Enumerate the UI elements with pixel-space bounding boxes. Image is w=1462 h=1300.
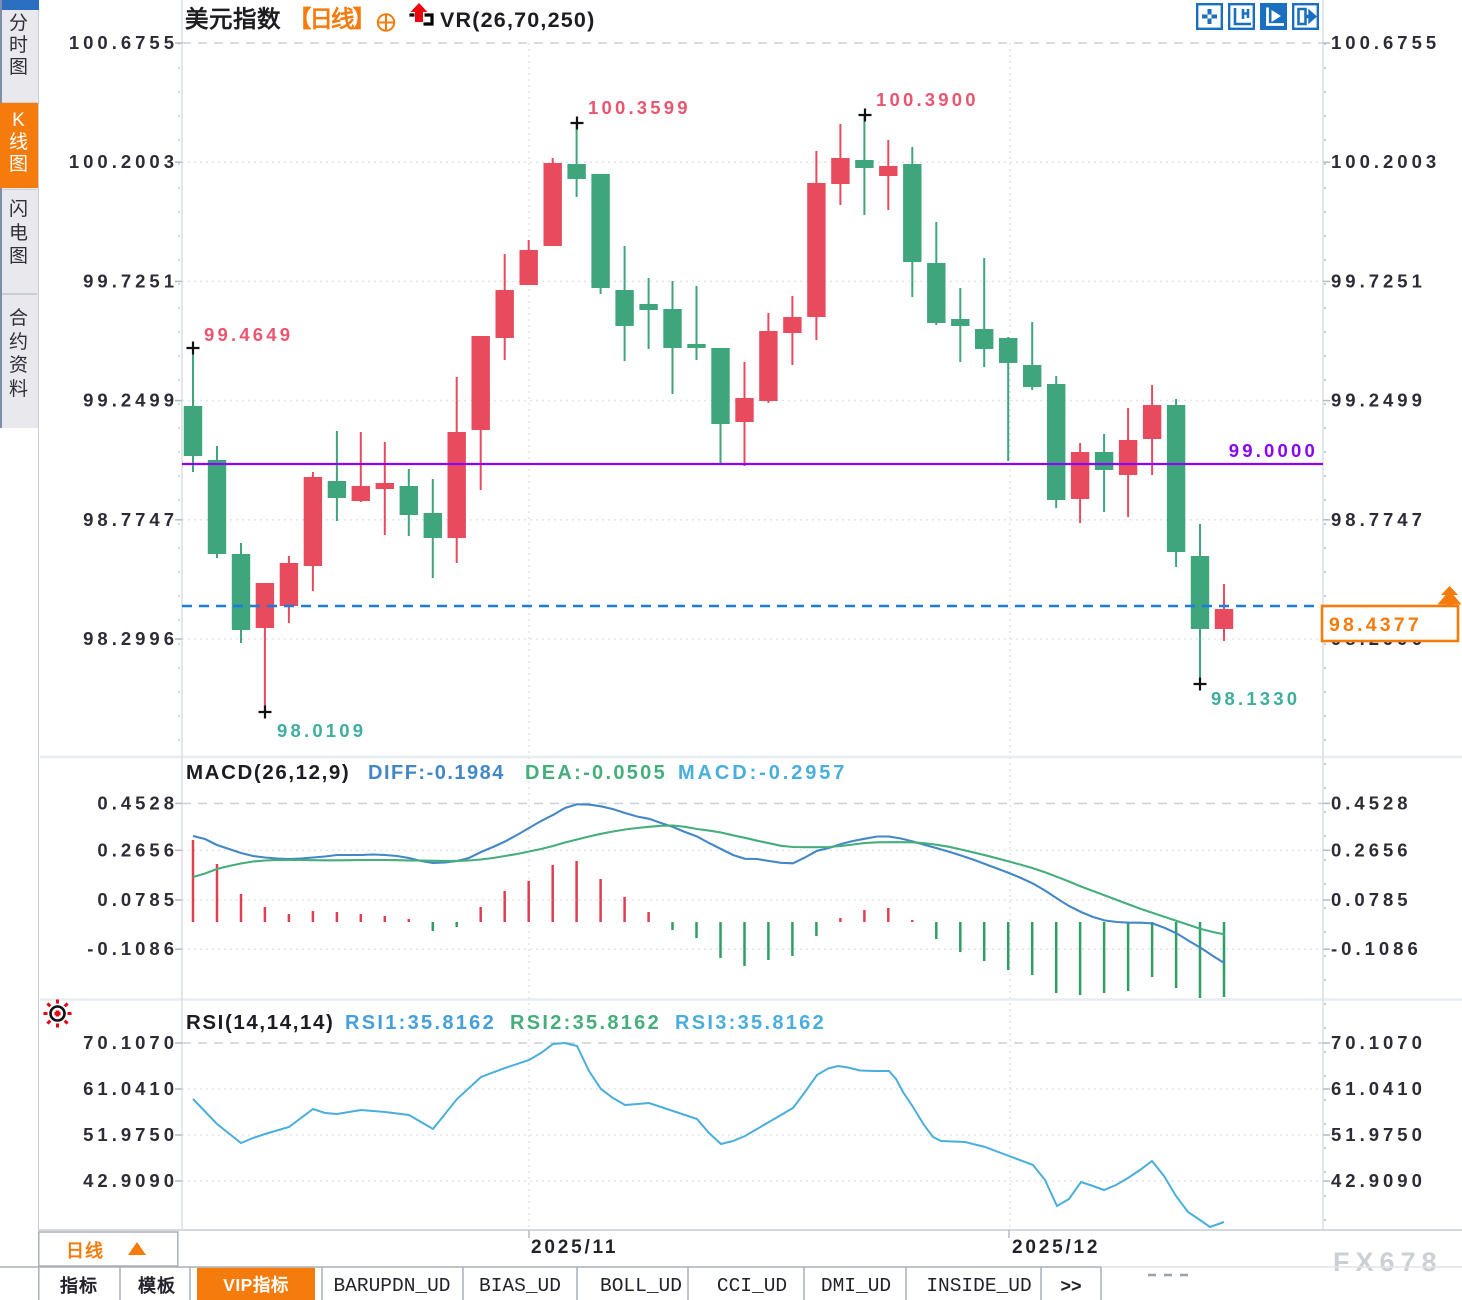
svg-text:61.0410: 61.0410 [1331, 1078, 1426, 1099]
svg-text:99.0000: 99.0000 [1229, 440, 1318, 461]
svg-text:RSI(14,14,14): RSI(14,14,14) [186, 1011, 334, 1034]
svg-text:2025/11: 2025/11 [531, 1237, 618, 1258]
svg-text:BIAS_UD: BIAS_UD [479, 1275, 561, 1297]
svg-text:42.9090: 42.9090 [83, 1170, 178, 1191]
svg-text:CCI_UD: CCI_UD [717, 1275, 787, 1297]
svg-text:70.1070: 70.1070 [1331, 1032, 1426, 1053]
svg-text:VIP指标: VIP指标 [223, 1275, 289, 1295]
svg-text:【日线】: 【日线】 [288, 6, 374, 32]
svg-text:模板: 模板 [138, 1275, 176, 1296]
svg-text:100.3900: 100.3900 [876, 89, 979, 110]
svg-text:98.2996: 98.2996 [83, 628, 178, 649]
svg-text:100.6755: 100.6755 [69, 32, 178, 53]
svg-text:0.4528: 0.4528 [97, 792, 178, 813]
svg-text:BOLL_UD: BOLL_UD [600, 1275, 682, 1297]
svg-text:100.2003: 100.2003 [69, 151, 178, 172]
svg-text:DEA:-0.0505: DEA:-0.0505 [525, 762, 667, 784]
svg-text:0.4528: 0.4528 [1331, 792, 1412, 813]
svg-text:51.9750: 51.9750 [83, 1124, 178, 1145]
svg-text:>>: >> [1060, 1276, 1081, 1296]
svg-text:MACD:-0.2957: MACD:-0.2957 [678, 762, 847, 784]
svg-text:98.4377: 98.4377 [1329, 614, 1422, 636]
svg-text:0.2656: 0.2656 [1331, 839, 1412, 860]
svg-text:98.0109: 98.0109 [277, 720, 366, 741]
svg-text:FX678: FX678 [1333, 1247, 1443, 1277]
svg-text:-0.1086: -0.1086 [87, 938, 178, 959]
svg-text:51.9750: 51.9750 [1331, 1124, 1426, 1145]
svg-text:0.0785: 0.0785 [1331, 889, 1412, 910]
svg-text:RSI3:35.8162: RSI3:35.8162 [675, 1012, 826, 1034]
svg-text:RSI1:35.8162: RSI1:35.8162 [345, 1012, 496, 1034]
svg-text:MACD(26,12,9): MACD(26,12,9) [186, 761, 350, 784]
svg-text:日线: 日线 [66, 1240, 104, 1261]
svg-text:70.1070: 70.1070 [83, 1032, 178, 1053]
svg-text:99.2499: 99.2499 [1331, 390, 1426, 411]
svg-text:BARUPDN_UD: BARUPDN_UD [333, 1275, 450, 1297]
svg-text:DMI_UD: DMI_UD [821, 1275, 891, 1297]
svg-text:99.7251: 99.7251 [83, 270, 178, 291]
svg-text:100.2003: 100.2003 [1331, 151, 1440, 172]
svg-text:98.1330: 98.1330 [1211, 688, 1300, 709]
svg-text:DIFF:-0.1984: DIFF:-0.1984 [368, 762, 505, 784]
svg-text:-0.1086: -0.1086 [1331, 938, 1422, 959]
svg-text:99.4649: 99.4649 [204, 324, 293, 345]
svg-text:VR(26,70,250): VR(26,70,250) [440, 8, 595, 32]
svg-text:98.7747: 98.7747 [1331, 509, 1426, 530]
svg-text:INSIDE_UD: INSIDE_UD [926, 1275, 1031, 1297]
svg-text:61.0410: 61.0410 [83, 1078, 178, 1099]
svg-text:指标: 指标 [60, 1275, 98, 1296]
svg-text:RSI2:35.8162: RSI2:35.8162 [510, 1012, 661, 1034]
svg-text:98.7747: 98.7747 [83, 509, 178, 530]
svg-text:42.9090: 42.9090 [1331, 1170, 1426, 1191]
svg-text:0.0785: 0.0785 [97, 889, 178, 910]
svg-text:99.7251: 99.7251 [1331, 270, 1426, 291]
svg-text:2025/12: 2025/12 [1012, 1237, 1100, 1258]
svg-text:100.3599: 100.3599 [588, 97, 691, 118]
svg-text:0.2656: 0.2656 [97, 839, 178, 860]
svg-text:100.6755: 100.6755 [1331, 32, 1440, 53]
svg-text:美元指数: 美元指数 [185, 5, 281, 32]
svg-text:99.2499: 99.2499 [83, 390, 178, 411]
